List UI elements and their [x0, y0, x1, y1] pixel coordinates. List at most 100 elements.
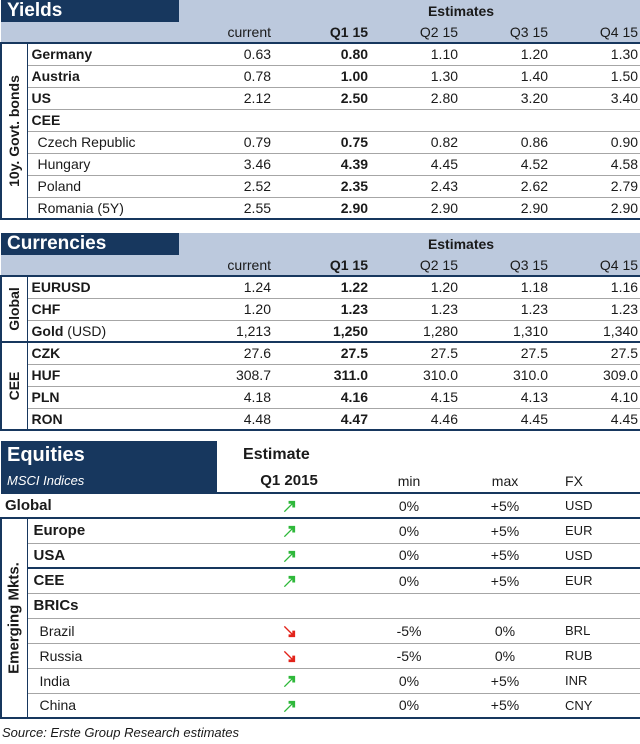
currencies-col-q2: Q2 15: [371, 255, 461, 277]
currency-cell: 309.0: [551, 364, 640, 387]
yields-cell: [461, 109, 552, 132]
currency-cell: 27.6: [179, 342, 281, 365]
equities-fx-cell: BRL: [553, 618, 640, 644]
currency-cell: 1,213: [179, 320, 281, 343]
equities-min-cell: 0%: [361, 668, 458, 694]
currencies-col-q1: Q1 15: [281, 255, 371, 277]
arrow-down-right-icon: [281, 648, 297, 664]
yields-cell: 0.90: [551, 131, 640, 154]
yields-cell: 4.45: [371, 153, 462, 176]
yields-cell: 0.86: [461, 131, 552, 154]
yields-row: CEE: [1, 109, 640, 132]
currency-cell: 1,340: [551, 320, 640, 343]
currency-row-label: HUF: [27, 364, 179, 387]
currency-cell: 27.5: [281, 342, 371, 365]
yields-cell: 2.90: [281, 197, 372, 220]
equities-subtitle: MSCI Indices: [1, 469, 218, 493]
currency-cell: 1.23: [461, 298, 551, 321]
currency-cell: 1.18: [461, 276, 551, 299]
yields-cell: [179, 109, 282, 132]
equities-min-cell: -5%: [361, 618, 458, 644]
arrow-up-right-icon: [281, 524, 297, 540]
equities-row-arrow: [217, 668, 362, 694]
yields-row-label: Czech Republic: [27, 131, 180, 154]
equities-min-cell: 0%: [361, 518, 458, 544]
equities-fx-cell: EUR: [553, 568, 640, 594]
yields-cell: 1.30: [371, 65, 462, 88]
equities-row: Emerging Mkts. Europe 0% +5% EUR: [0, 518, 640, 719]
currency-row-label: EURUSD: [27, 276, 179, 299]
yields-cell: 0.63: [179, 43, 282, 66]
equities-row-arrow: [217, 568, 362, 594]
equities-row: China 0% +5% CNY: [1, 693, 640, 719]
currency-row: CEE CZK 27.6 27.5 27.5 27.5 27.5: [0, 342, 640, 431]
yields-col-q4: Q4 15: [551, 22, 640, 44]
equities-fx-cell: RUB: [553, 643, 640, 669]
currency-cell: 1.23: [551, 298, 640, 321]
currency-cell: 310.0: [371, 364, 461, 387]
arrow-up-right-icon: [281, 498, 297, 514]
equities-global-fx: USD: [553, 493, 640, 519]
currencies-side-label: Global: [0, 276, 28, 343]
currency-cell: 4.16: [281, 386, 371, 409]
equities-row-label: Russia: [27, 643, 218, 669]
yields-cell: 0.78: [179, 65, 282, 88]
currency-cell: 1.24: [179, 276, 281, 299]
currencies-table: Currencies Estimates current Q1 15 Q2 15…: [0, 233, 640, 431]
yields-col-q3: Q3 15: [461, 22, 552, 44]
yields-cell: 2.52: [179, 175, 282, 198]
yields-row-label: Romania (5Y): [27, 197, 180, 220]
arrow-up-right-icon: [281, 673, 297, 689]
source-footnote: Source: Erste Group Research estimates: [2, 725, 239, 740]
arrow-down-right-icon: [281, 623, 297, 639]
equities-max-cell: 0%: [457, 618, 554, 644]
yields-cell: [281, 109, 372, 132]
equities-col-max: max: [491, 472, 519, 489]
equities-row: Brazil -5% 0% BRL: [1, 618, 640, 644]
yields-cell: 1.40: [461, 65, 552, 88]
equities-side-label: Emerging Mkts.: [0, 518, 28, 719]
currency-row: RON 4.48 4.47 4.46 4.45 4.45: [1, 408, 640, 431]
yields-cell: 1.00: [281, 65, 372, 88]
yields-cell: 2.62: [461, 175, 552, 198]
currency-cell: 4.45: [461, 408, 551, 431]
yields-cell: 3.40: [551, 87, 640, 110]
currency-row: Gold (USD) 1,213 1,250 1,280 1,310 1,340: [1, 320, 640, 343]
yields-cell: 1.30: [551, 43, 640, 66]
yields-cell: 2.80: [371, 87, 462, 110]
equities-row: Russia -5% 0% RUB: [1, 643, 640, 669]
equities-row-arrow: [217, 643, 362, 669]
equities-row: USA 0% +5% USD: [1, 543, 640, 569]
equities-fx-cell: CNY: [553, 693, 640, 719]
equities-row: India 0% +5% INR: [1, 668, 640, 694]
currency-cell: 1.16: [551, 276, 640, 299]
equities-max-cell: +5%: [457, 568, 554, 594]
currency-cell: 4.13: [461, 386, 551, 409]
currency-cell: 1,280: [371, 320, 461, 343]
currencies-title: Currencies: [1, 233, 179, 255]
yields-estimates-label: Estimates: [281, 0, 640, 22]
equities-row-arrow: [217, 693, 362, 719]
currency-row: Global EURUSD 1.24 1.22 1.20 1.18 1.16: [0, 276, 640, 343]
equities-row-label: USA: [27, 543, 218, 569]
yields-cell: 1.50: [551, 65, 640, 88]
currency-cell: 1.23: [371, 298, 461, 321]
equities-fx-cell: [553, 593, 640, 619]
yields-cell: 4.58: [551, 153, 640, 176]
equities-row-arrow: [217, 518, 362, 544]
yields-row: Czech Republic 0.79 0.75 0.82 0.86 0.90: [1, 131, 640, 154]
yields-cell: 2.79: [551, 175, 640, 198]
currency-cell: 1.23: [281, 298, 371, 321]
yields-cell: 2.50: [281, 87, 372, 110]
currency-row-label: RON: [27, 408, 179, 431]
currencies-side-label: CEE: [0, 342, 28, 431]
equities-col-fx: FX: [565, 472, 583, 489]
yields-row-label: Hungary: [27, 153, 180, 176]
currency-cell: 4.46: [371, 408, 461, 431]
currency-cell: 4.47: [281, 408, 371, 431]
equities-col-min: min: [397, 472, 421, 489]
arrow-up-right-icon: [281, 574, 297, 590]
yields-side-label: 10y. Govt. bonds: [0, 43, 28, 220]
equities-row: CEE 0% +5% EUR: [1, 568, 640, 594]
currency-row-label: CHF: [27, 298, 179, 321]
